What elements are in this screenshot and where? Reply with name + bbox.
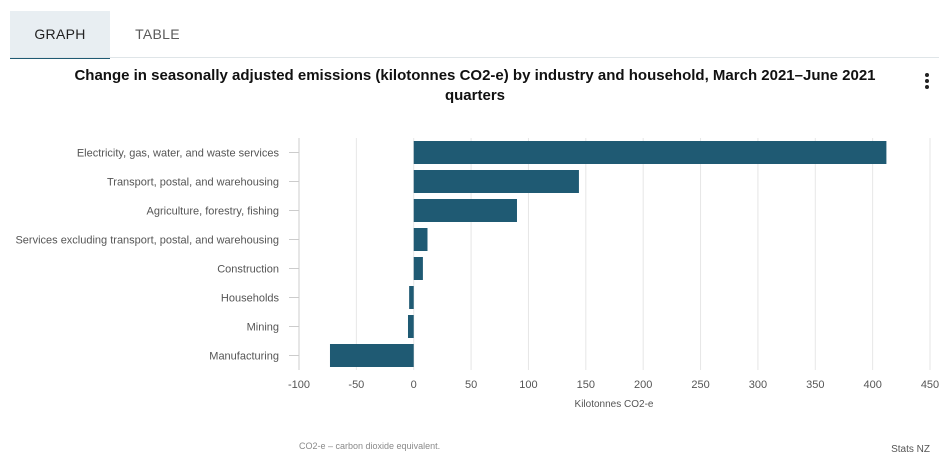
category-labels: Electricity, gas, water, and waste servi… [15, 148, 279, 363]
category-label: Agriculture, forestry, fishing [147, 206, 279, 218]
x-tick-label: 50 [465, 379, 477, 391]
x-tick-label: 350 [806, 379, 824, 391]
bar[interactable] [407, 315, 414, 338]
x-tick-label: -100 [288, 379, 310, 391]
x-tick-label: 100 [519, 379, 537, 391]
category-label: Electricity, gas, water, and waste servi… [77, 148, 280, 160]
category-label: Construction [217, 264, 279, 276]
chart-grid [289, 138, 931, 370]
more-vertical-icon[interactable] [918, 72, 936, 90]
chart-bars [329, 141, 887, 367]
x-tick-label: 0 [411, 379, 417, 391]
bar[interactable] [413, 141, 887, 164]
category-label: Households [221, 293, 280, 305]
x-tick-label: 150 [577, 379, 595, 391]
bar[interactable] [413, 228, 428, 251]
category-label: Services excluding transport, postal, an… [15, 235, 279, 247]
tab-graph[interactable]: GRAPH [10, 11, 110, 59]
category-label: Mining [247, 322, 279, 334]
category-label: Transport, postal, and warehousing [107, 177, 279, 189]
bar[interactable] [409, 286, 414, 309]
chart-title: Change in seasonally adjusted emissions … [74, 67, 876, 104]
tab-divider [10, 57, 939, 58]
bar[interactable] [413, 170, 579, 193]
category-label: Manufacturing [209, 351, 279, 363]
x-axis-ticks: -100 -50 0 50 100 150 200 250 300 350 400 450 [288, 379, 939, 391]
footnote: CO2-e – carbon dioxide equivalent. [299, 441, 441, 451]
bar[interactable] [413, 257, 423, 280]
bar[interactable] [329, 344, 414, 367]
source-credit: Stats NZ [891, 444, 930, 455]
x-tick-label: 400 [863, 379, 881, 391]
x-axis-title: Kilotonnes CO2-e [575, 399, 654, 410]
x-tick-label: 300 [749, 379, 767, 391]
tab-table[interactable]: TABLE [135, 26, 180, 42]
x-tick-label: 250 [691, 379, 709, 391]
x-tick-label: -50 [348, 379, 364, 391]
bar[interactable] [413, 199, 517, 222]
x-tick-label: 450 [921, 379, 939, 391]
x-tick-label: 200 [634, 379, 652, 391]
tab-bar: GRAPH TABLE [10, 11, 205, 59]
